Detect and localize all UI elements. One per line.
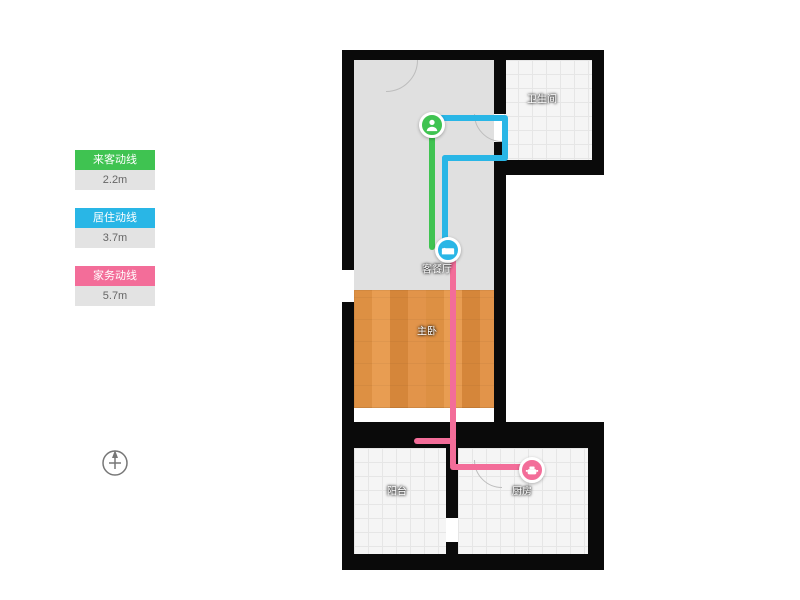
- room-living: [354, 60, 494, 290]
- wall: [592, 50, 604, 170]
- flow-segment-living: [442, 155, 508, 161]
- room-label-bedroom: 主卧: [417, 323, 437, 338]
- room-label-balcony: 阳台: [387, 483, 407, 498]
- wall: [342, 50, 502, 60]
- room-bath: [504, 60, 594, 170]
- wall: [458, 554, 604, 570]
- floor-plan: 客餐厅 卫生间主卧阳台 厨房: [342, 30, 604, 570]
- wall: [342, 554, 458, 570]
- legend-value: 2.2m: [75, 170, 155, 190]
- flow-segment-living: [442, 155, 448, 250]
- flow-node-guest: [419, 112, 445, 138]
- flow-node-chores: [519, 457, 545, 483]
- flow-segment-guest: [429, 125, 435, 250]
- legend-item-guest: 来客动线 2.2m: [75, 150, 155, 190]
- wall: [494, 175, 506, 435]
- legend: 来客动线 2.2m 居住动线 3.7m 家务动线 5.7m: [75, 150, 155, 324]
- legend-value: 5.7m: [75, 286, 155, 306]
- wall: [494, 50, 506, 114]
- wall: [494, 50, 604, 60]
- wall: [342, 422, 506, 448]
- legend-item-chores: 家务动线 5.7m: [75, 266, 155, 306]
- legend-label: 来客动线: [75, 150, 155, 170]
- wall: [494, 160, 604, 175]
- wall: [342, 50, 354, 270]
- compass-icon: [100, 448, 130, 478]
- flow-segment-living: [439, 115, 507, 121]
- wall: [588, 448, 604, 570]
- legend-label: 家务动线: [75, 266, 155, 286]
- legend-value: 3.7m: [75, 228, 155, 248]
- legend-item-living: 居住动线 3.7m: [75, 208, 155, 248]
- wall: [500, 422, 604, 448]
- legend-label: 居住动线: [75, 208, 155, 228]
- room-bedroom: [354, 290, 504, 408]
- flow-node-living: [435, 237, 461, 263]
- room-label-bath: 卫生间: [527, 91, 557, 106]
- wall: [342, 302, 354, 422]
- room-balcony: [354, 448, 446, 554]
- flow-segment-living: [502, 115, 508, 160]
- flow-segment-chores: [450, 252, 456, 442]
- room-label-living: 客餐厅: [422, 261, 452, 276]
- room-label-kitchen: 厨房: [512, 483, 532, 498]
